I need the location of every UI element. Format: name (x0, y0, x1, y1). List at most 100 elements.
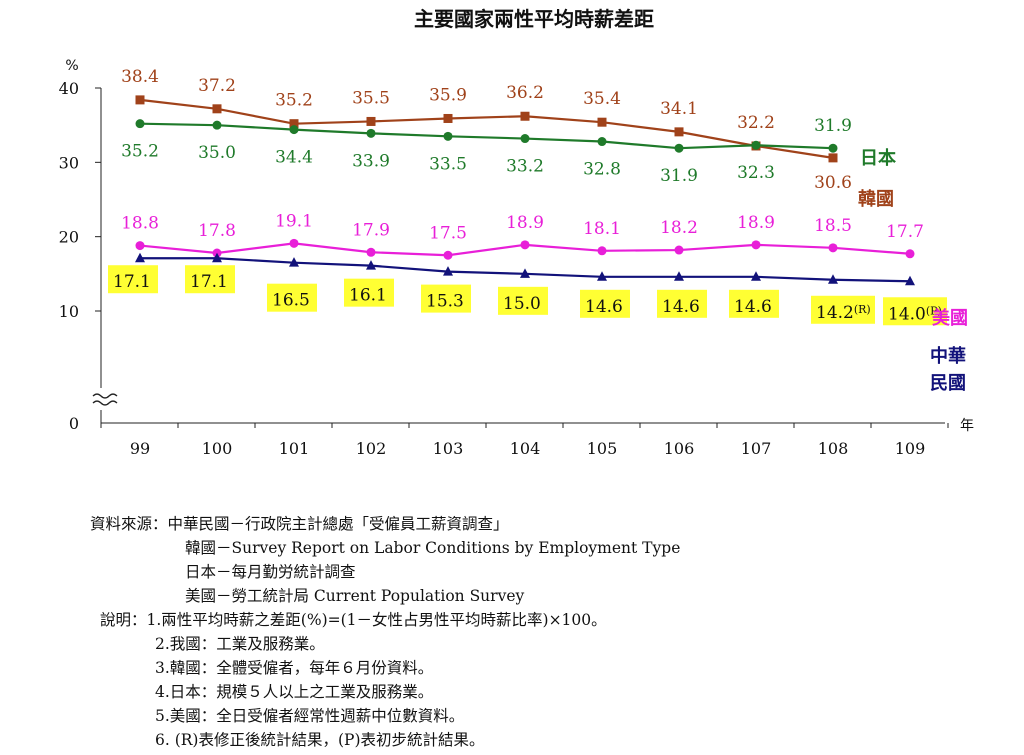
data-point-circle (751, 140, 761, 150)
data-point-circle (289, 125, 299, 135)
series-name-label: 日本 (860, 147, 896, 169)
explain-line: 1.兩性平均時薪之差距(%)=(1－女性占男性平均時薪比率)×100。 (146, 611, 607, 629)
data-point-circle (828, 243, 838, 253)
data-label: 36.2 (506, 83, 544, 103)
data-point-triangle (751, 271, 761, 281)
data-label: 38.4 (121, 67, 159, 87)
data-label: 19.1 (275, 211, 313, 231)
data-point-circle (366, 128, 376, 138)
data-label-suffix: (R) (854, 303, 871, 316)
x-tick-label: 109 (895, 439, 926, 458)
data-label-suffix: (P) (926, 304, 942, 317)
series-name-label: 民國 (930, 373, 966, 394)
data-point-square (135, 95, 145, 105)
x-tick-label: 107 (741, 439, 772, 458)
data-point-square (597, 117, 607, 127)
data-label: 32.2 (737, 113, 775, 133)
data-point-square (674, 127, 684, 137)
data-label: 15.3 (426, 292, 464, 312)
y-unit-label: % (65, 58, 78, 74)
data-label: 31.9 (814, 116, 852, 136)
data-point-circle (905, 249, 915, 259)
explain-line: 3.韓國：全體受僱者，每年６月份資料。 (155, 659, 434, 677)
source-label: 資料來源： (90, 515, 168, 533)
data-label-highlight (185, 265, 235, 294)
data-label-highlight (108, 265, 158, 294)
explain-line: 4.日本：規模５人以上之工業及服務業。 (155, 683, 434, 701)
data-point-triangle (212, 252, 222, 263)
data-point-square (520, 111, 530, 121)
data-point-circle (443, 250, 453, 260)
data-label: 33.5 (429, 154, 467, 174)
data-label: 33.2 (506, 157, 544, 177)
source-line: 韓國－Survey Report on Labor Conditions by … (185, 539, 681, 557)
explain-line: 6. (R)表修正後統計結果，(P)表初步統計結果。 (155, 731, 485, 749)
data-point-circle (443, 131, 453, 141)
data-label: 33.9 (352, 151, 390, 171)
series-line (139, 98, 834, 159)
data-label-highlight (344, 278, 394, 307)
explain-line: 5.美國：全日受僱者經常性週薪中位數資料。 (155, 707, 465, 725)
data-label-highlight (421, 284, 471, 313)
data-label: 14.6 (585, 297, 623, 317)
axis-break-mark (92, 393, 118, 399)
y-tick-label: 40 (59, 79, 79, 98)
data-point-circle (212, 120, 222, 130)
data-label: 35.2 (121, 142, 159, 162)
data-point-circle (828, 143, 838, 153)
explain-row-1: 說明：1.兩性平均時薪之差距(%)=(1－女性占男性平均時薪比率)×100。 (90, 608, 680, 632)
source-row-1: 資料來源：中華民國－行政院主計總處「受僱員工薪資調查」 (90, 512, 680, 536)
data-label: 18.8 (121, 214, 159, 234)
data-label: 32.8 (583, 160, 621, 180)
data-label: 35.9 (429, 85, 467, 105)
series-日本: 35.2 35.0 34.4 33.9 33.5 33.2 32.8 31.9 32.3 31.9 (121, 116, 852, 186)
series-line (139, 122, 834, 150)
data-label: 17.1 (190, 272, 228, 292)
x-tick-label: 101 (279, 439, 310, 458)
data-point-triangle (597, 271, 607, 281)
data-label: 18.9 (506, 213, 544, 233)
data-label-highlight (657, 289, 707, 318)
data-label: 16.1 (349, 286, 387, 306)
data-point-circle (674, 143, 684, 153)
notes-block: 資料來源：中華民國－行政院主計總處「受僱員工薪資調查」 韓國－Survey Re… (90, 512, 680, 752)
line-chart: 主要國家兩性平均時薪差距 % 年 0 10 20 30 40 99 100 101 102 103… (59, 7, 974, 458)
series-name-label: 韓國 (858, 188, 894, 210)
data-label: 18.5 (814, 216, 852, 236)
data-point-square (212, 104, 222, 114)
data-point-circle (597, 137, 607, 147)
axis-break-mark (92, 400, 118, 406)
data-label-highlight (498, 286, 548, 315)
series-name-label: 美國 (932, 307, 968, 329)
data-label: 35.0 (198, 143, 236, 163)
data-label: 17.8 (198, 221, 236, 241)
data-point-square (828, 153, 838, 163)
data-point-circle (135, 119, 145, 129)
x-tick-label: 108 (818, 439, 849, 458)
data-label: 17.5 (429, 223, 467, 243)
data-label: 34.1 (660, 99, 698, 119)
data-point-square (289, 119, 299, 129)
data-point-triangle (443, 266, 453, 276)
data-label: 35.5 (352, 88, 390, 108)
data-label: 14.6 (734, 297, 772, 317)
x-tick-label: 105 (587, 439, 618, 458)
data-label-highlight (580, 289, 630, 318)
x-tick-label: 103 (433, 439, 464, 458)
data-point-circle (597, 246, 607, 256)
data-point-triangle (366, 260, 376, 270)
explain-line: 2.我國：工業及服務業。 (155, 635, 325, 653)
data-label: 34.4 (275, 148, 313, 168)
data-point-circle (751, 240, 761, 250)
y-tick-label: 20 (59, 228, 79, 247)
data-label: 17.7 (886, 222, 924, 242)
data-point-triangle (135, 252, 145, 263)
data-label: 37.2 (198, 76, 236, 96)
data-point-circle (366, 247, 376, 257)
data-point-triangle (828, 274, 838, 284)
series-name-label: 中華 (930, 345, 966, 367)
y-tick-label: 0 (69, 414, 79, 433)
y-tick-label: 30 (59, 153, 79, 172)
x-tick-label: 102 (356, 439, 387, 458)
data-point-circle (520, 240, 530, 250)
